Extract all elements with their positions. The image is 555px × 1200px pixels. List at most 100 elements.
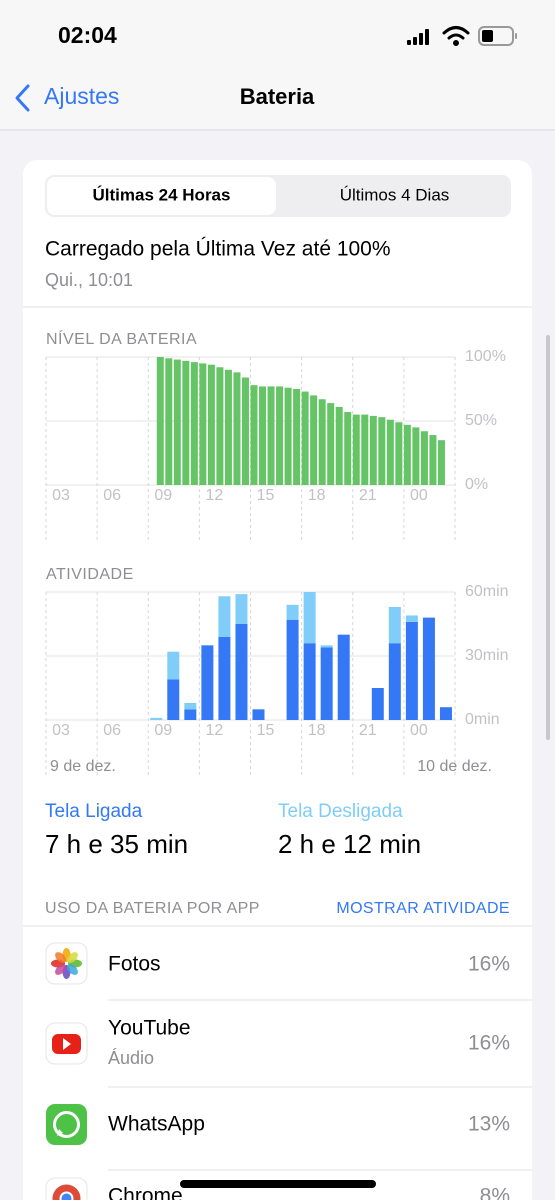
- x-tick-label: 00: [410, 487, 428, 504]
- bar-segment: [303, 592, 316, 644]
- x-tick-label: 18: [308, 487, 326, 504]
- bar-segment: [167, 651, 180, 680]
- bar: [403, 424, 411, 485]
- bar-segment: [235, 624, 248, 720]
- bar: [429, 435, 437, 485]
- date-label: 9 de dez.: [50, 758, 116, 775]
- last-charge-time: Qui., 10:01: [45, 270, 133, 290]
- screen-total: 2 h e 12 min: [278, 829, 421, 859]
- x-tick-label: 15: [257, 487, 275, 504]
- x-tick-label: 15: [257, 722, 275, 739]
- back-label[interactable]: Ajustes: [44, 83, 119, 109]
- nav-title: Bateria: [240, 84, 315, 109]
- bar: [361, 414, 369, 485]
- bar-segment: [218, 636, 231, 720]
- bar: [310, 395, 318, 485]
- app-name[interactable]: Fotos: [108, 953, 161, 976]
- bar-segment: [235, 594, 248, 624]
- bar: [207, 364, 215, 485]
- x-tick-label: 21: [359, 487, 377, 504]
- bar: [259, 386, 267, 485]
- app-name[interactable]: Chrome: [108, 1185, 183, 1200]
- bar-segment: [286, 619, 299, 720]
- whatsapp-icon: [46, 1104, 87, 1145]
- bar: [156, 357, 164, 485]
- x-tick-label: 06: [103, 487, 121, 504]
- bar-segment: [320, 647, 333, 720]
- bar: [224, 369, 232, 485]
- scroll-indicator: [546, 335, 550, 740]
- back-chevron[interactable]: [15, 84, 30, 112]
- bar-segment: [150, 717, 163, 720]
- app-name[interactable]: YouTube: [108, 1017, 191, 1040]
- bar: [420, 431, 428, 485]
- segment-label[interactable]: Últimas 24 Horas: [93, 185, 231, 204]
- bar: [293, 389, 301, 485]
- chart-title: NÍVEL DA BATERIA: [46, 329, 197, 348]
- bar: [216, 367, 224, 485]
- last-charge-title: Carregado pela Última Vez até 100%: [45, 238, 391, 261]
- bar: [437, 440, 445, 485]
- card: [23, 160, 532, 1200]
- bar: [344, 412, 352, 485]
- signal-icon: [407, 29, 429, 45]
- y-tick-label: 30min: [465, 647, 509, 664]
- bar-segment: [167, 679, 180, 720]
- bar: [352, 414, 360, 485]
- bar-segment: [388, 643, 401, 720]
- bar-segment: [201, 645, 214, 720]
- x-tick-label: 21: [359, 722, 377, 739]
- show-activity[interactable]: MOSTRAR ATIVIDADE: [336, 900, 510, 917]
- bar: [301, 391, 309, 485]
- selected-segment: [47, 177, 276, 215]
- bar: [241, 377, 249, 485]
- home-indicator: [180, 1180, 376, 1188]
- bar: [318, 399, 326, 485]
- youtube-icon: [45, 1022, 88, 1065]
- bar: [412, 427, 420, 485]
- bar: [284, 387, 292, 485]
- time: 02:04: [58, 22, 117, 48]
- bar: [335, 406, 343, 485]
- bar: [395, 422, 403, 485]
- legend-label: Tela Ligada: [45, 801, 143, 822]
- bar: [190, 362, 198, 485]
- app-name[interactable]: WhatsApp: [108, 1113, 205, 1136]
- y-tick-label: 0%: [465, 476, 488, 493]
- app-percent: 16%: [468, 1032, 510, 1055]
- y-tick-label: 0min: [465, 711, 500, 728]
- x-tick-label: 09: [154, 722, 172, 739]
- bar: [378, 417, 386, 485]
- bar-segment: [422, 617, 435, 720]
- bar-segment: [303, 643, 316, 720]
- app-percent: 13%: [468, 1113, 510, 1136]
- bar: [327, 403, 335, 485]
- bar: [233, 372, 241, 485]
- bar-segment: [320, 645, 333, 648]
- x-tick-label: 06: [103, 722, 121, 739]
- wifi-icon: [442, 26, 470, 46]
- x-tick-label: 00: [410, 722, 428, 739]
- bar-segment: [371, 688, 384, 720]
- bar-segment: [388, 606, 401, 644]
- x-tick-label: 18: [308, 722, 326, 739]
- bar-segment: [405, 615, 418, 622]
- y-tick-label: 50%: [465, 412, 497, 429]
- segment-label[interactable]: Últimos 4 Dias: [340, 185, 450, 204]
- y-tick-label: 60min: [465, 583, 509, 600]
- bar-segment: [218, 596, 231, 637]
- bar: [173, 359, 181, 485]
- bar: [386, 419, 394, 485]
- bar: [267, 386, 275, 485]
- bar: [182, 360, 190, 485]
- x-tick-label: 12: [205, 722, 223, 739]
- photos-icon: [45, 942, 88, 985]
- bar-segment: [439, 707, 452, 720]
- bar: [276, 386, 284, 485]
- bar: [199, 363, 207, 485]
- nav-background: [0, 0, 555, 130]
- bar-segment: [405, 621, 418, 720]
- bar-segment: [286, 604, 299, 620]
- bar-segment: [184, 709, 197, 720]
